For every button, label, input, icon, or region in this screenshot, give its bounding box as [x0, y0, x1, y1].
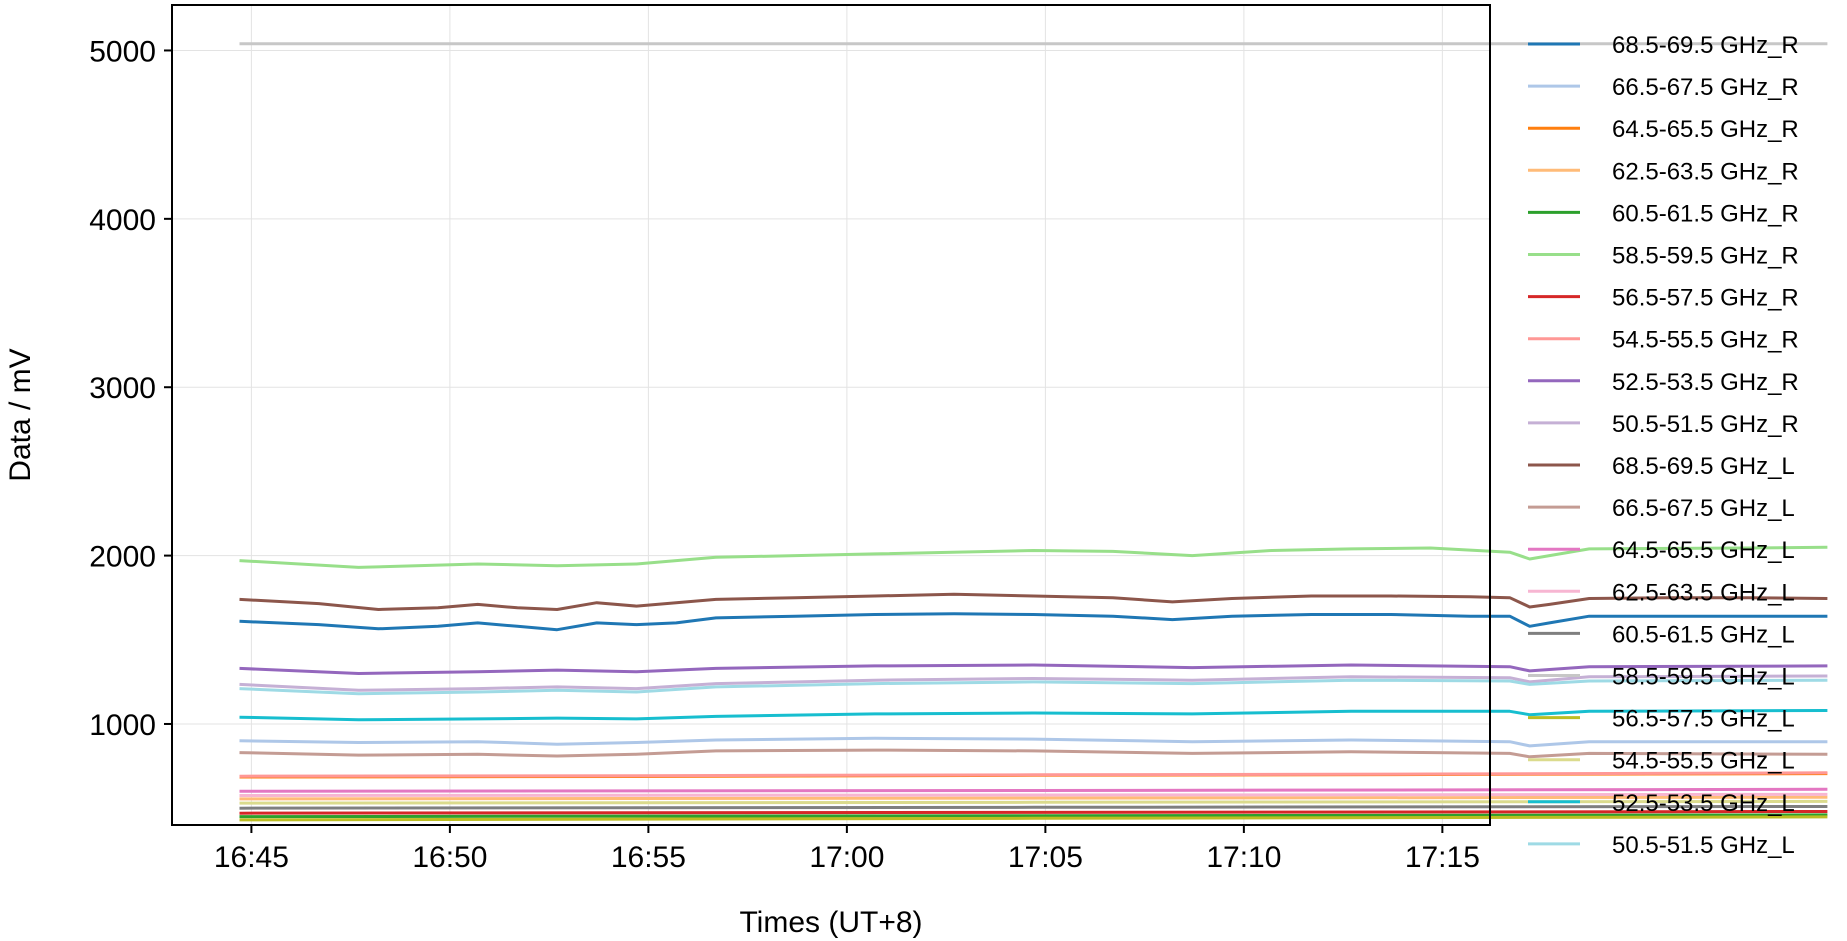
- series-line-18: [239, 709, 1828, 722]
- x-tick-label: 16:45: [214, 841, 289, 874]
- legend-label: 62.5-63.5 GHz_R: [1612, 158, 1799, 185]
- legend-label: 62.5-63.5 GHz_L: [1612, 579, 1795, 606]
- legend-entry: 68.5-69.5 GHz_R: [1528, 32, 1799, 59]
- legend-entry: 50.5-51.5 GHz_R: [1528, 411, 1799, 438]
- legend-entry: 50.5-51.5 GHz_L: [1528, 832, 1795, 859]
- plot-area-frame: [171, 4, 1491, 826]
- legend-entry: 60.5-61.5 GHz_L: [1528, 621, 1795, 648]
- series-line-17: [239, 799, 1828, 805]
- legend-label: 60.5-61.5 GHz_L: [1612, 621, 1795, 648]
- series-line-13: [239, 792, 1828, 797]
- legend-label: 56.5-57.5 GHz_R: [1612, 285, 1799, 312]
- series-line-4: [239, 813, 1828, 819]
- legend-label: 54.5-55.5 GHz_R: [1612, 327, 1799, 354]
- legend-label: 66.5-67.5 GHz_R: [1612, 74, 1799, 101]
- legend-label: 58.5-59.5 GHz_L: [1612, 664, 1795, 691]
- legend-label: 58.5-59.5 GHz_R: [1612, 243, 1799, 270]
- series-line-11: [239, 748, 1828, 759]
- y-tick-label: 1000: [89, 709, 156, 742]
- grid: [172, 5, 1490, 825]
- legend-entry: 66.5-67.5 GHz_R: [1528, 74, 1799, 101]
- legend-label: 52.5-53.5 GHz_L: [1612, 790, 1795, 817]
- x-tick-label: 17:10: [1206, 841, 1281, 874]
- series-line-1: [239, 736, 1828, 748]
- legend-entry: 68.5-69.5 GHz_L: [1528, 453, 1795, 480]
- legend-label: 60.5-61.5 GHz_R: [1612, 200, 1799, 227]
- legend-entry: 56.5-57.5 GHz_L: [1528, 706, 1795, 733]
- y-tick-label: 2000: [89, 541, 156, 574]
- legend-label: 54.5-55.5 GHz_L: [1612, 748, 1795, 775]
- legend-label: 64.5-65.5 GHz_L: [1612, 537, 1795, 564]
- legend-label: 56.5-57.5 GHz_L: [1612, 706, 1795, 733]
- x-axis-title: Times (UT+8): [739, 906, 922, 939]
- legend-label: 68.5-69.5 GHz_L: [1612, 453, 1795, 480]
- x-tick-label: 17:05: [1008, 841, 1083, 874]
- series-line-8: [239, 663, 1828, 675]
- series-line-14: [239, 805, 1828, 810]
- x-tick-label: 16:50: [412, 841, 487, 874]
- series-line-12: [239, 787, 1828, 793]
- legend-label: 52.5-53.5 GHz_R: [1612, 369, 1799, 396]
- legend-entry: 62.5-63.5 GHz_R: [1528, 158, 1799, 185]
- legend-entry: 58.5-59.5 GHz_R: [1528, 243, 1799, 270]
- series-line-3: [239, 795, 1828, 801]
- x-tick-label: 16:55: [611, 841, 686, 874]
- y-axis-ticks: 1000 2000 3000 4000 5000: [89, 35, 172, 742]
- legend-label: 50.5-51.5 GHz_R: [1612, 411, 1799, 438]
- legend-label: 64.5-65.5 GHz_R: [1612, 116, 1799, 143]
- x-tick-label: 17:15: [1405, 841, 1480, 874]
- series-line-19: [239, 678, 1828, 696]
- series-line-7: [239, 771, 1828, 778]
- legend-label: 66.5-67.5 GHz_L: [1612, 495, 1795, 522]
- legend-entry: 60.5-61.5 GHz_R: [1528, 200, 1799, 227]
- legend-entry: 52.5-53.5 GHz_L: [1528, 790, 1795, 817]
- y-tick-label: 4000: [89, 204, 156, 237]
- legend-entry: 64.5-65.5 GHz_L: [1528, 537, 1795, 564]
- series-line-6: [239, 810, 1828, 815]
- y-tick-label: 3000: [89, 372, 156, 405]
- legend: 68.5-69.5 GHz_R 66.5-67.5 GHz_R 64.5-65.5 …: [1528, 32, 1799, 859]
- legend-entry: 58.5-59.5 GHz_L: [1528, 664, 1795, 691]
- y-tick-label: 5000: [89, 35, 156, 68]
- legend-entry: 64.5-65.5 GHz_R: [1528, 116, 1799, 143]
- series-line-0: [239, 612, 1828, 632]
- series-line-10: [239, 592, 1828, 611]
- y-axis-title: Data / mV: [4, 348, 37, 481]
- series-lines: [239, 42, 1828, 822]
- legend-entry: 66.5-67.5 GHz_L: [1528, 495, 1795, 522]
- x-tick-label: 17:00: [809, 841, 884, 874]
- legend-entry: 62.5-63.5 GHz_L: [1528, 579, 1795, 606]
- legend-label: 50.5-51.5 GHz_L: [1612, 832, 1795, 859]
- legend-entry: 54.5-55.5 GHz_R: [1528, 327, 1799, 354]
- legend-entry: 52.5-53.5 GHz_R: [1528, 369, 1799, 396]
- x-axis-ticks: 16:45 16:50 16:55 17:00 17:05 17:10 17:15: [214, 825, 1480, 874]
- series-line-16: [239, 815, 1828, 822]
- legend-entry: 56.5-57.5 GHz_R: [1528, 285, 1799, 312]
- legend-entry: 54.5-55.5 GHz_L: [1528, 748, 1795, 775]
- legend-label: 68.5-69.5 GHz_R: [1612, 32, 1799, 59]
- series-line-9: [239, 674, 1828, 692]
- series-line-5: [239, 545, 1828, 569]
